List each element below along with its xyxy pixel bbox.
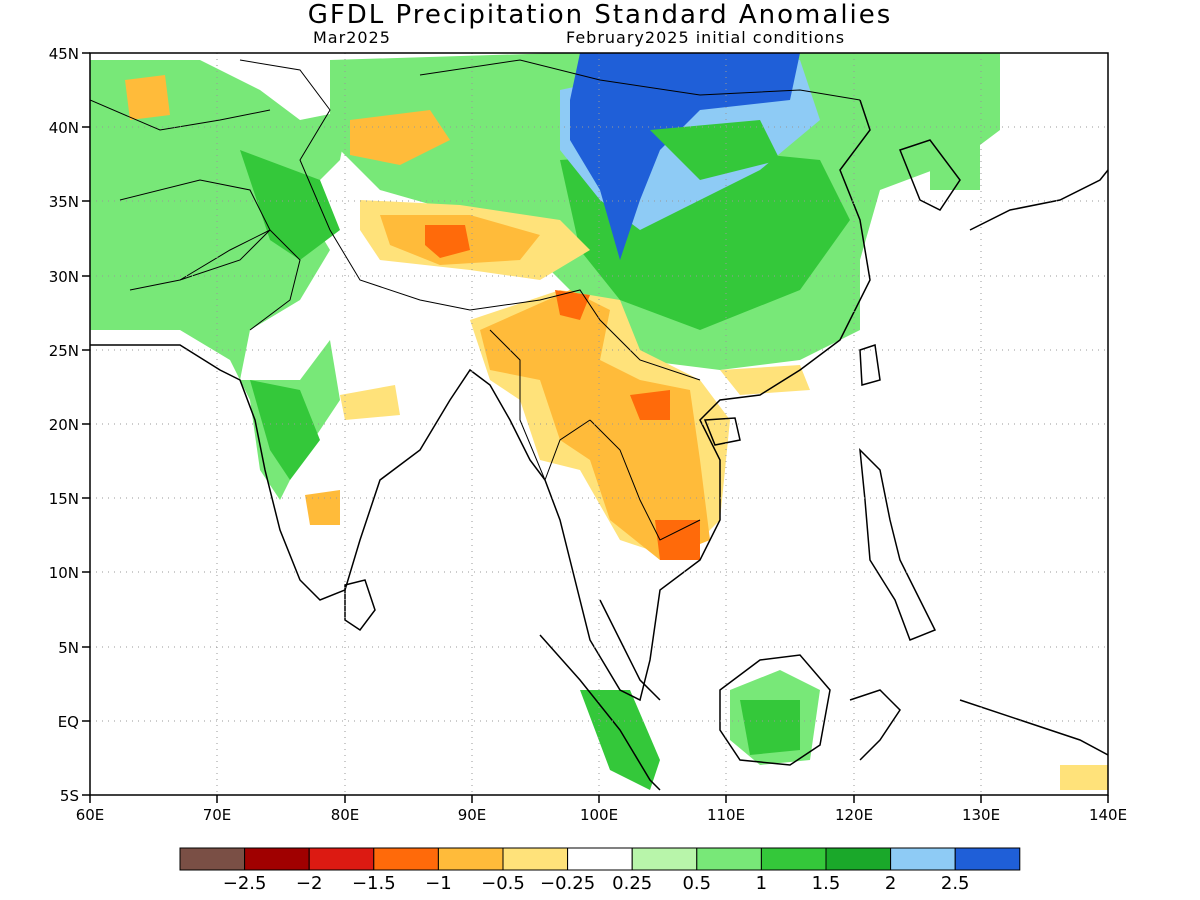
coastline-korea [899,139,961,211]
coastline-japan [969,169,1108,231]
colorbar-swatch [437,847,504,871]
colorbar-swatch [890,847,956,871]
lon-ticks [89,795,1109,803]
colorbar-label: −1 [425,873,452,894]
coastline-malay [599,599,661,701]
colorbar-label: −1.5 [352,873,396,894]
lon-tick-label: 90E [458,806,487,824]
anomaly-region-borneo-green-dark [740,700,800,755]
lat-tick-label: 25N [49,342,79,360]
anomaly-region-myanmar-red [555,290,590,320]
coastline-newguinea [959,699,1108,756]
border-mongolia [419,59,861,101]
lon-tick-label: 70E [203,806,232,824]
colorbar-swatch [567,847,633,871]
colorbar-label: 0.5 [682,873,711,894]
coastline-hainan [703,417,741,446]
lat-tick-label: EQ [58,713,79,731]
colorbar [179,847,1021,871]
colorbar-label: 0.25 [612,873,652,894]
lon-tick-label: 140E [1089,806,1127,824]
lon-tick-label: 120E [835,806,873,824]
border-pakistan [179,229,301,331]
init-conditions-label: February2025 initial conditions [566,28,846,47]
anomaly-region-japan-green [930,140,980,190]
colorbar-swatch [696,847,762,871]
coastlines [90,99,1108,791]
colorbar-label: −0.5 [481,873,525,894]
colorbar-labels: −2.5 −2 −1.5 −1 −0.5 −0.25 0.25 0.5 1 1.… [223,873,970,894]
anomaly-region-central-asia-orange [350,110,450,165]
colorbar-swatch [373,847,439,871]
colorbar-swatch [760,847,827,871]
border-central-asia [90,99,271,131]
gridlines [90,53,1108,795]
coastline-sumatra [539,634,661,791]
border-myanmar [489,329,591,482]
colorbar-swatch [954,847,1021,871]
anomaly-region-india-yellow [340,385,400,420]
lon-tick-label: 100E [580,806,618,824]
lat-tick-labels: 45N 40N 35N 30N 25N 20N 15N 10N 5N EQ 5S [49,45,79,805]
anomaly-region-sumatra-green [580,690,660,790]
colorbar-swatch [179,847,246,871]
colorbar-swatch [631,847,698,871]
anomaly-region-west-green-dark [240,150,340,260]
colorbar-swatch [244,847,310,871]
anomaly-region-vietnam-red [630,390,670,420]
lat-tick-label: 35N [49,193,79,211]
coastline-sulawesi [849,689,901,761]
colorbar-label: −0.25 [540,873,595,894]
anomaly-region-mongolia-green [650,120,780,180]
lat-tick-label: 30N [49,268,79,286]
map-title: GFDL Precipitation Standard Anomalies [307,0,893,30]
anomaly-region-mongolia-blue [570,53,800,260]
colorbar-label: −2.5 [223,873,267,894]
lat-tick-label: 5S [60,787,79,805]
coastline-indochina [544,99,871,702]
anomaly-region-west-orange [125,75,170,120]
colorbar-swatch [308,847,375,871]
coastline-borneo [719,654,831,766]
colorbar-label: 1 [756,873,767,894]
colorbar-swatch [825,847,892,871]
lat-tick-label: 45N [49,45,79,63]
lon-tick-labels: 60E 70E 80E 90E 100E 110E 120E 130E 140E [76,806,1127,824]
border-thailand [589,419,701,541]
colorbar-label: 1.5 [812,873,841,894]
lon-tick-label: 130E [962,806,1000,824]
lat-tick-label: 40N [49,119,79,137]
anomaly-region-tibet-red [425,225,470,258]
anomaly-region-india-green [250,380,320,480]
anomaly-region-east-china-yellow [720,365,810,395]
colorbar-swatch [502,847,569,871]
lat-tick-label: 20N [49,416,79,434]
lat-tick-label: 5N [58,639,79,657]
lon-tick-label: 110E [707,806,745,824]
colorbar-label: −2 [296,873,323,894]
colorbar-label: 2.5 [941,873,970,894]
lat-tick-label: 15N [49,490,79,508]
anomaly-region-india-orange [305,490,340,525]
coastline-philippines [859,447,937,641]
coastline-srilanka [344,579,376,632]
anomaly-field [90,53,1108,795]
lon-tick-label: 80E [331,806,360,824]
lat-tick-label: 10N [49,564,79,582]
lat-ticks [82,52,90,796]
coastline-taiwan [859,344,881,386]
border-china-west [239,59,701,381]
country-borders [90,59,861,541]
colorbar-label: 2 [885,873,896,894]
anomaly-region-southeast-yellow [1060,765,1108,790]
valid-month-label: Mar2025 [313,28,391,47]
lon-tick-label: 60E [76,806,105,824]
anomaly-region-cambodia-red [655,520,700,560]
